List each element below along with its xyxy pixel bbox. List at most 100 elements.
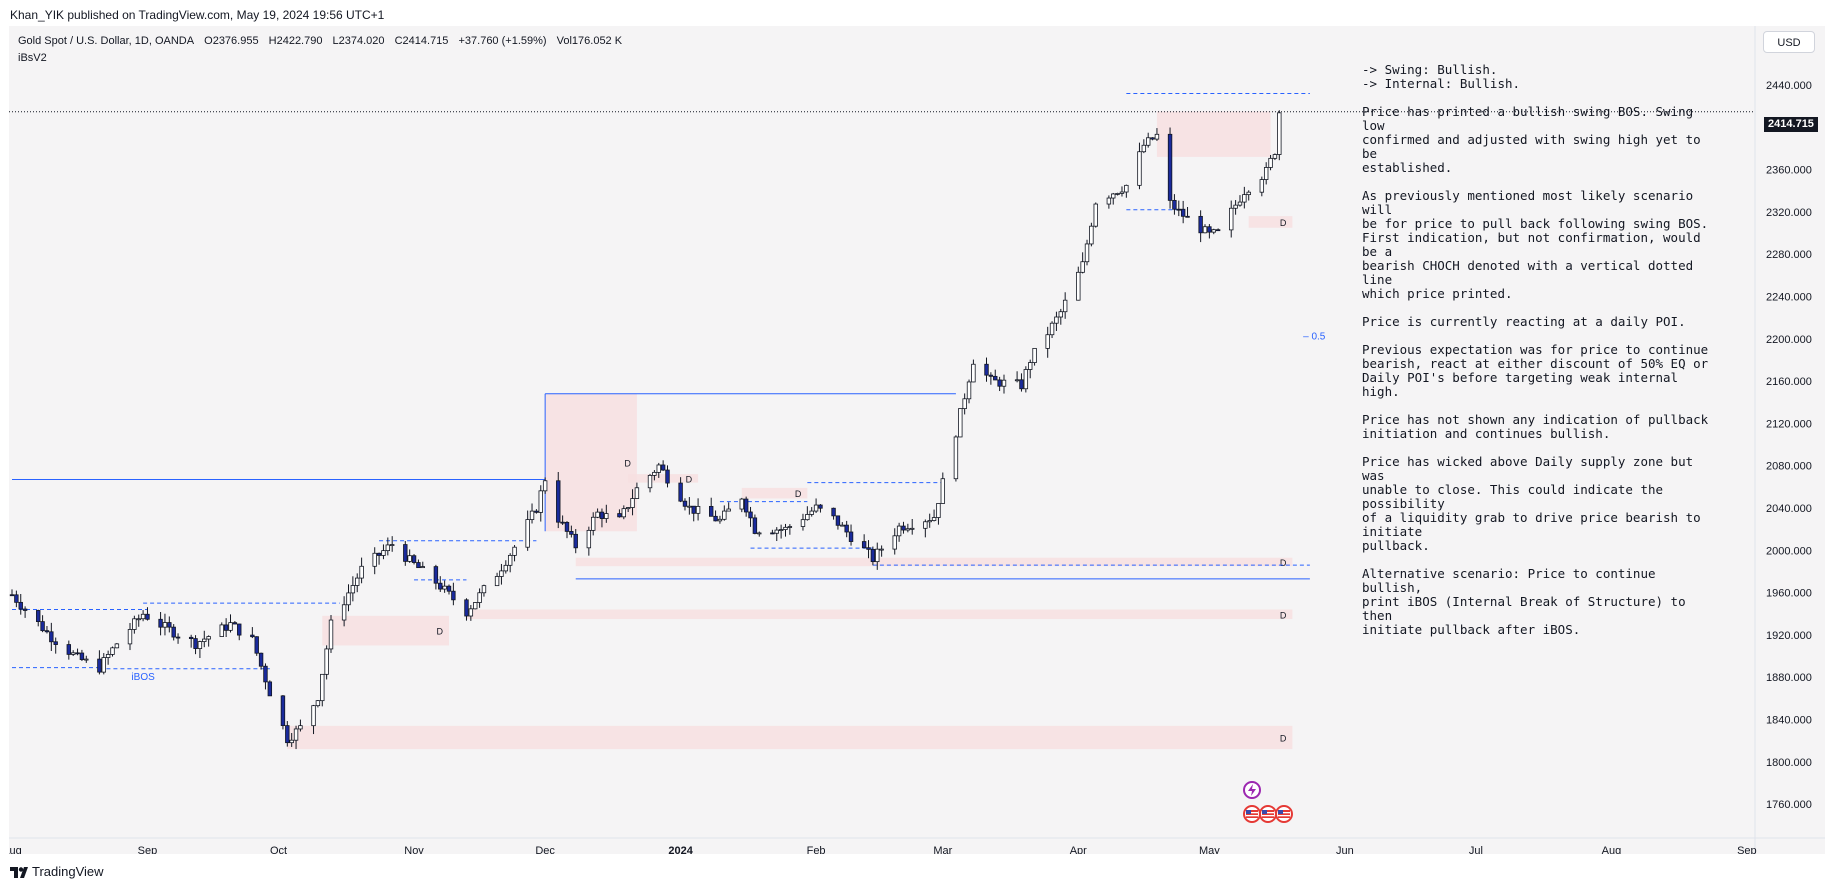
symbol-name[interactable]: Gold Spot / U.S. Dollar, 1D, OANDA	[18, 35, 195, 47]
candle	[870, 548, 876, 563]
candle	[770, 532, 775, 535]
candle	[538, 490, 543, 513]
candle	[171, 626, 176, 638]
x-tick-label: May	[1199, 845, 1220, 854]
candle	[503, 564, 509, 572]
candle	[630, 498, 635, 508]
candle	[923, 521, 928, 529]
y-tick-label: 1880.000	[1766, 672, 1812, 684]
x-tick-label: Mar	[933, 845, 952, 854]
y-tick-label: 1920.000	[1766, 630, 1812, 642]
candle	[1023, 369, 1029, 390]
candle	[971, 363, 976, 383]
candle	[774, 529, 779, 534]
candle	[844, 524, 849, 533]
candle	[1115, 193, 1120, 195]
candle	[285, 725, 290, 744]
candle	[984, 363, 989, 376]
poi-zone	[466, 609, 1293, 620]
candle	[564, 521, 570, 532]
note-paragraph: Previous expectation was for price to co…	[1362, 342, 1709, 399]
candle	[1272, 154, 1278, 159]
candle	[385, 544, 391, 552]
ohlc-low: L2374.020	[332, 35, 385, 47]
y-tick-label: 2440.000	[1766, 80, 1812, 92]
y-tick-label: 1840.000	[1766, 715, 1812, 727]
candle	[953, 436, 959, 480]
candle	[22, 608, 28, 611]
poi-zone	[628, 474, 699, 483]
candle	[931, 517, 937, 521]
x-tick-label: Jul	[1469, 845, 1483, 854]
candle	[162, 622, 168, 628]
candle	[320, 673, 325, 702]
candle	[1277, 112, 1282, 155]
candle	[407, 555, 412, 562]
candle	[328, 619, 334, 650]
candle	[70, 652, 76, 655]
candle	[416, 562, 421, 569]
y-tick-label: 2200.000	[1766, 334, 1812, 346]
candle	[228, 622, 233, 631]
candle	[525, 519, 530, 548]
candle	[267, 681, 273, 697]
candle	[534, 510, 539, 513]
candle	[263, 665, 268, 683]
candle	[254, 636, 259, 654]
candle	[1124, 184, 1129, 193]
candle	[713, 515, 718, 522]
currency-button[interactable]: USD	[1763, 31, 1815, 53]
candle	[1185, 215, 1190, 218]
poi-zone	[575, 557, 1293, 567]
candle	[110, 647, 115, 655]
candle	[586, 529, 592, 549]
candle	[136, 618, 141, 621]
poi-zone	[322, 615, 449, 646]
y-tick-label: 1760.000	[1766, 799, 1812, 811]
candle	[97, 658, 102, 673]
y-tick-label: 2240.000	[1766, 292, 1812, 304]
candle	[372, 552, 377, 567]
zones-layer: D D D D D D D D	[287, 111, 1293, 750]
zone-label: D	[1280, 733, 1287, 743]
candle	[1268, 157, 1273, 168]
publisher-text: Khan_YIK published on TradingView.com, M…	[10, 8, 385, 22]
candle	[49, 631, 54, 643]
candle	[1172, 199, 1177, 210]
candle	[573, 533, 578, 549]
candle	[691, 505, 696, 514]
candle	[835, 515, 841, 526]
candle	[411, 555, 417, 563]
candle	[1176, 208, 1181, 211]
candle	[905, 528, 911, 531]
us-flag-icon[interactable]	[1275, 805, 1293, 823]
candle	[595, 511, 600, 518]
us-flag-icon[interactable]	[1243, 805, 1261, 823]
footer-brand[interactable]: TradingView	[10, 864, 104, 879]
candle	[783, 526, 788, 530]
candle	[660, 464, 666, 471]
candle	[1054, 316, 1059, 324]
candle	[433, 566, 439, 584]
volume-value: Vol176.052 K	[556, 35, 623, 47]
chart-canvas[interactable]: 2440.0002400.0002360.0002320.0002280.000…	[9, 26, 1825, 854]
chart-area[interactable]: 2440.0002400.0002360.0002320.0002280.000…	[9, 26, 1825, 854]
candle	[145, 613, 150, 620]
symbol-legend[interactable]: Gold Spot / U.S. Dollar, 1D, OANDA O2376…	[18, 35, 629, 47]
lightning-icon[interactable]	[1243, 781, 1261, 799]
candle	[75, 652, 80, 655]
candle	[438, 582, 443, 590]
candle	[202, 638, 207, 643]
y-tick-label: 2160.000	[1766, 376, 1812, 388]
candle	[376, 552, 382, 556]
ohlc-high: H2422.790	[268, 35, 323, 47]
candle	[936, 503, 941, 518]
candle	[1062, 299, 1068, 313]
candle	[1014, 379, 1020, 382]
candle	[1146, 137, 1151, 146]
candle	[861, 541, 867, 549]
indicator-label[interactable]: iBsV2	[18, 52, 47, 64]
candle	[84, 658, 89, 661]
candle	[665, 469, 670, 484]
x-tick-label: Jun	[1336, 845, 1354, 854]
